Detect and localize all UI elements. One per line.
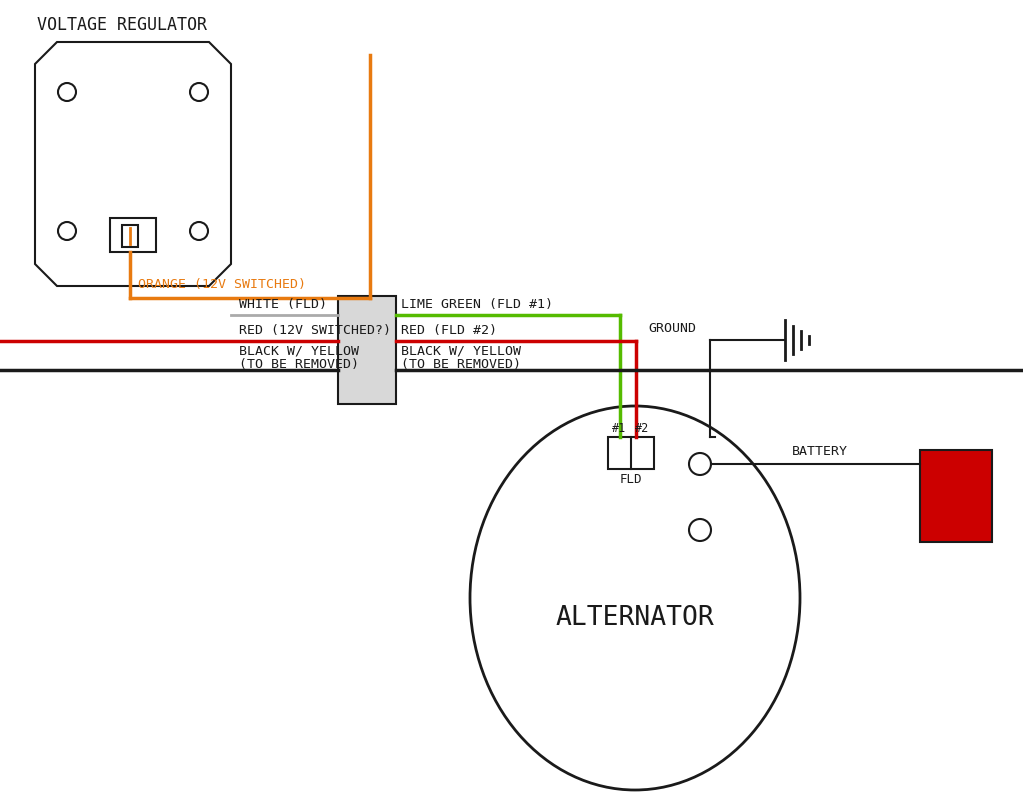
Text: #2: #2: [635, 422, 650, 435]
Bar: [338, 296, 396, 404]
Text: #1: #1: [612, 422, 626, 435]
Text: LIME GREEN (FLD #1): LIME GREEN (FLD #1): [401, 298, 553, 311]
Bar: [122, 225, 138, 247]
Text: BLACK W/ YELLOW: BLACK W/ YELLOW: [401, 344, 521, 357]
Bar: [110, 218, 155, 252]
Text: ORANGE (12V SWITCHED): ORANGE (12V SWITCHED): [138, 278, 306, 291]
Text: BLACK W/ YELLOW: BLACK W/ YELLOW: [239, 344, 359, 357]
Text: FLD: FLD: [620, 473, 642, 486]
Text: RED (12V SWITCHED?): RED (12V SWITCHED?): [239, 324, 391, 337]
Bar: [608, 437, 654, 469]
Text: (TO BE REMOVED): (TO BE REMOVED): [239, 358, 359, 371]
Text: WHITE (FLD): WHITE (FLD): [239, 298, 327, 311]
Text: BATTERY: BATTERY: [792, 445, 848, 458]
Text: RED (FLD #2): RED (FLD #2): [401, 324, 497, 337]
Text: (TO BE REMOVED): (TO BE REMOVED): [401, 358, 521, 371]
Text: ALTERNATOR: ALTERNATOR: [555, 605, 714, 631]
Text: GROUND: GROUND: [648, 322, 696, 335]
Text: VOLTAGE REGULATOR: VOLTAGE REGULATOR: [37, 16, 207, 34]
Bar: [920, 450, 992, 542]
